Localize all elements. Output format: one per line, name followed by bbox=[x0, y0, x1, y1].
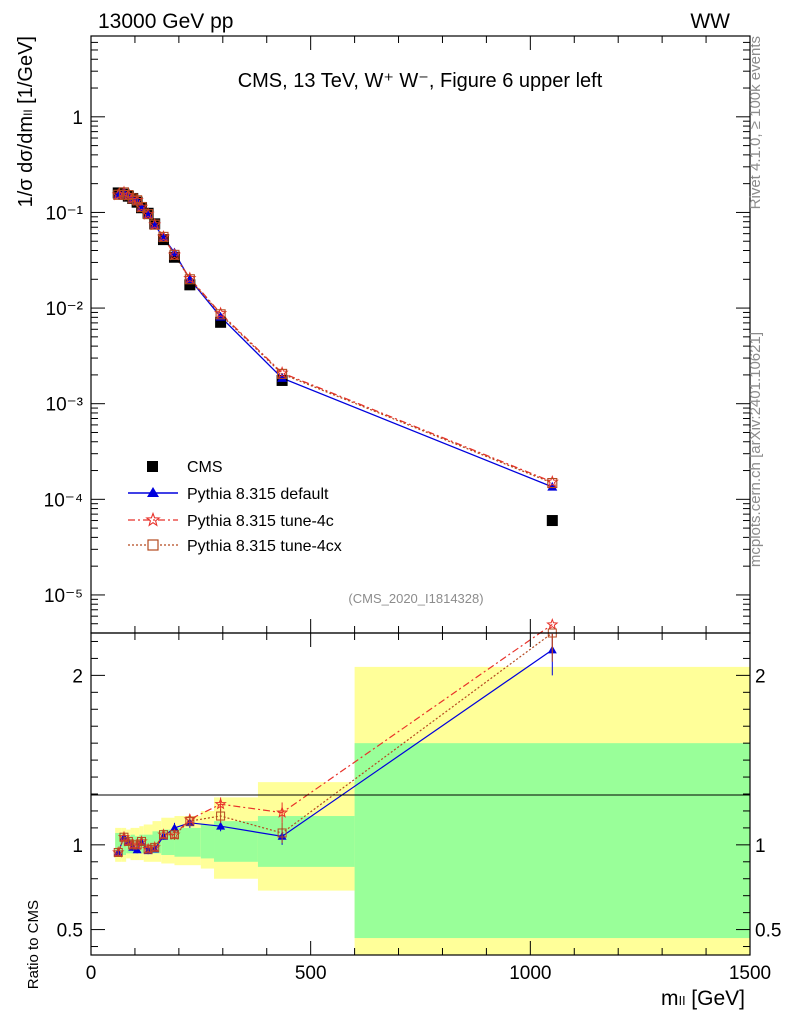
ratio-band-inner-12 bbox=[257, 816, 355, 867]
tune4cx-ratio-point-8 bbox=[158, 830, 168, 840]
legend-cms-label: CMS bbox=[187, 459, 223, 476]
default-main-point-10 bbox=[184, 274, 195, 284]
main-y-tick-label-1: 10⁻¹ bbox=[46, 203, 84, 224]
tune4cx-main-line bbox=[117, 191, 553, 484]
main-y-tick-label-5: 10⁻⁵ bbox=[44, 586, 83, 607]
ratio-band-inner-10 bbox=[200, 824, 215, 859]
ratio-panel-frame bbox=[90, 632, 751, 956]
cms-data-point-13 bbox=[546, 515, 558, 527]
x-tick-label-3: 1500 bbox=[729, 963, 771, 984]
legend-default-marker bbox=[147, 487, 159, 497]
tune4cx-ratio-point-9 bbox=[169, 830, 179, 840]
tune4cx-ratio-point-6 bbox=[143, 844, 153, 854]
tune4cx-main-point-7 bbox=[149, 219, 160, 230]
cms-data-point-11 bbox=[215, 316, 227, 328]
rivet-version-label: Rivet 4.1.0, ≥ 100k events bbox=[747, 36, 764, 209]
legend-tune4cx-marker bbox=[147, 539, 159, 551]
tune4cx-main-point-12 bbox=[277, 368, 288, 379]
x-axis-label: mₗₗ [GeV] bbox=[661, 987, 745, 1010]
legend-tune4c-marker bbox=[145, 511, 161, 527]
tune4cx-main-point-6 bbox=[143, 209, 154, 220]
ratio-y-tick-label-left-1: 1 bbox=[72, 836, 83, 857]
default-main-point-9 bbox=[169, 247, 180, 257]
tune4cx-ratio-point-0 bbox=[113, 847, 123, 857]
tune4cx-ratio-point-11 bbox=[216, 811, 226, 821]
main-y-tick-label-3: 10⁻³ bbox=[46, 395, 84, 416]
ratio-band-inner-13 bbox=[354, 743, 750, 939]
default-main-line bbox=[117, 191, 553, 488]
tune4c-main-point-12 bbox=[275, 365, 289, 379]
tune4cx-ratio-point-10 bbox=[185, 816, 195, 826]
tune4cx-main-point-5 bbox=[136, 201, 147, 213]
tune4c-main-point-8 bbox=[156, 229, 171, 243]
ratio-y-tick-label-right-0: 0.5 bbox=[755, 921, 781, 942]
ratio-uncertainty-bands bbox=[115, 666, 750, 955]
legend-tune4c-label: Pythia 8.315 tune-4c bbox=[187, 513, 334, 530]
axis-ticks: 1 10⁻¹ 10⁻² 10⁻³ 10⁻⁴ 10⁻⁵ 0 500 1000 1500 0.5 0.5 1… bbox=[44, 35, 781, 984]
ratio-y-tick-label-right-1: 1 bbox=[755, 836, 766, 857]
default-main-point-12 bbox=[277, 373, 288, 382]
tune4c-ratio-point-11 bbox=[214, 797, 227, 810]
tune4cx-main-point-0 bbox=[113, 189, 124, 200]
default-ratio-point-4 bbox=[132, 845, 142, 854]
tune4cx-main-point-13 bbox=[547, 477, 558, 489]
tune4c-main-line bbox=[117, 191, 553, 483]
analysis-watermark: (CMS_2020_I1814328) bbox=[348, 591, 483, 606]
tune4cx-ratio-point-7 bbox=[150, 842, 160, 852]
ratio-band-inner-0 bbox=[115, 832, 122, 857]
tune4cx-main-point-8 bbox=[158, 231, 169, 242]
plot-title: CMS, 13 TeV, W⁺ W⁻, Figure 6 upper left bbox=[238, 70, 603, 92]
x-tick-label-0: 0 bbox=[86, 963, 97, 984]
header-process-label: WW bbox=[690, 10, 730, 33]
ratio-series-markers bbox=[112, 618, 559, 858]
x-tick-label-2: 1000 bbox=[509, 963, 551, 984]
tune4cx-main-point-9 bbox=[169, 249, 180, 260]
tune4c-main-point-6 bbox=[141, 207, 155, 220]
legend-cms-marker bbox=[147, 461, 158, 472]
ratio-y-tick-label-left-2: 2 bbox=[72, 666, 83, 687]
header-energy-label: 13000 GeV pp bbox=[98, 10, 233, 33]
tune4cx-main-point-10 bbox=[184, 274, 195, 285]
main-y-tick-label-0: 1 bbox=[72, 108, 83, 129]
tune4cx-main-point-11 bbox=[215, 309, 226, 320]
cms-data-point-10 bbox=[184, 279, 196, 291]
main-y-tick-label-2: 10⁻² bbox=[46, 299, 84, 320]
main-y-axis-label: 1/σ dσ/dmₗₗ [1/GeV] bbox=[15, 36, 37, 207]
default-main-point-13 bbox=[547, 481, 558, 491]
mcplots-source-label: mcplots.cern.ch [arXiv:2401.10621] bbox=[747, 332, 764, 567]
default-ratio-point-9 bbox=[169, 823, 179, 832]
tune4cx-ratio-point-5 bbox=[137, 836, 147, 846]
main-series-lines bbox=[117, 191, 553, 488]
x-tick-label-1: 500 bbox=[295, 963, 327, 984]
main-series-markers bbox=[111, 185, 559, 527]
tune4c-ratio-point-13 bbox=[546, 618, 559, 630]
tune4c-main-point-13 bbox=[545, 474, 559, 488]
tune4c-ratio-point-12 bbox=[276, 806, 289, 818]
ratio-y-tick-label-right-2: 2 bbox=[755, 666, 766, 687]
tune4cx-ratio-point-12 bbox=[277, 828, 287, 838]
main-y-tick-label-4: 10⁻⁴ bbox=[44, 490, 83, 511]
ratio-y-tick-label-left-0: 0.5 bbox=[57, 921, 83, 942]
tune4c-main-point-7 bbox=[148, 217, 162, 231]
legend-tune4cx-label: Pythia 8.315 tune-4cx bbox=[187, 538, 342, 555]
default-ratio-point-11 bbox=[216, 821, 226, 830]
legend-default-label: Pythia 8.315 default bbox=[187, 486, 329, 503]
legend: CMS Pythia 8.315 default Pythia 8.315 tu… bbox=[128, 459, 342, 555]
ratio-band-inner-7 bbox=[152, 831, 162, 854]
ratio-y-axis-label: Ratio to CMS bbox=[25, 900, 42, 989]
tune4c-main-point-11 bbox=[214, 306, 228, 319]
